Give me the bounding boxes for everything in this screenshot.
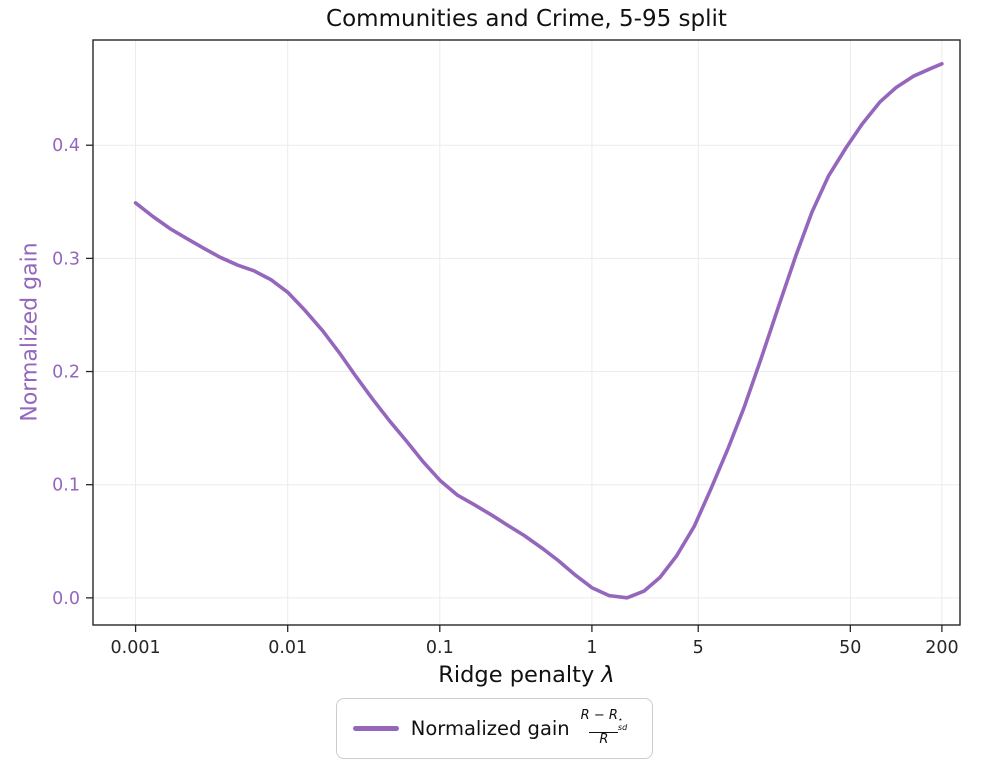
fraction-denominator: R: [589, 731, 619, 748]
y-tick-label: 0.1: [52, 476, 80, 496]
sd-subscript: sd: [617, 722, 628, 732]
legend-box: Normalized gain R − R ⋆ sd R: [335, 698, 654, 759]
y-tick-label: 0.3: [52, 249, 80, 269]
x-tick-label: 0.001: [111, 638, 161, 658]
axes-frame: [92, 39, 961, 626]
y-tick-label: 0.2: [52, 363, 80, 383]
x-tick-label: 200: [925, 638, 958, 658]
x-tick-label: 0.1: [426, 638, 454, 658]
x-tick-label: 5: [693, 638, 704, 658]
y-tick-label: 0.0: [52, 589, 80, 609]
x-tick-label: 0.01: [268, 638, 307, 658]
legend-label-prefix: Normalized gain: [410, 716, 570, 740]
legend: Normalized gain R − R ⋆ sd R: [0, 698, 989, 759]
y-tick-label: 0.4: [52, 136, 80, 156]
lambda-symbol: λ: [601, 662, 615, 688]
legend-fraction: R − R ⋆ sd R: [578, 708, 631, 748]
legend-label: Normalized gain R − R ⋆ sd R: [410, 708, 631, 748]
star-superscript: ⋆: [617, 714, 623, 724]
x-tick-label: 1: [586, 638, 597, 658]
gain-line: [133, 62, 944, 600]
x-tick-label: 50: [839, 638, 861, 658]
x-axis-label: Ridge penalty λ: [93, 662, 960, 688]
x-axis-label-text: Ridge penalty: [438, 662, 602, 688]
legend-line-sample: [352, 725, 399, 731]
fraction-numerator: R − R ⋆ sd: [580, 708, 628, 732]
y-axis-label: Normalized gain: [17, 242, 43, 422]
chart-title: Communities and Crime, 5-95 split: [326, 6, 727, 32]
